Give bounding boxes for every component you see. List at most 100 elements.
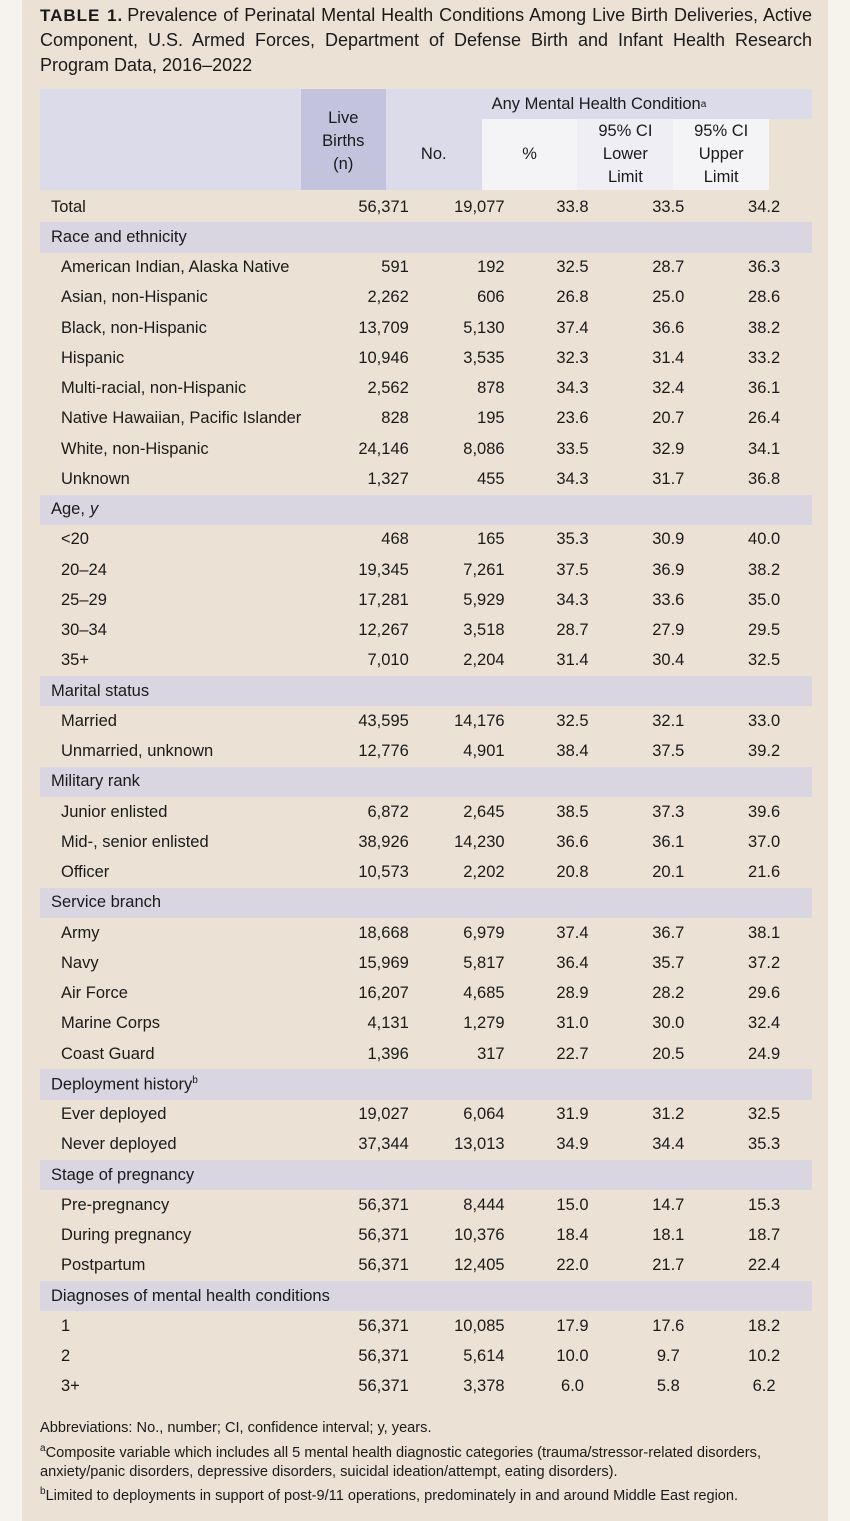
section-row: Military rank — [40, 766, 812, 797]
table-row: 20–24 19,345 7,261 37.5 36.9 38.2 — [40, 555, 812, 585]
title: TABLE 1. Prevalence of Perinatal Mental H… — [40, 3, 812, 78]
table-row: Coast Guard 1,396 317 22.7 20.5 24.9 — [40, 1039, 812, 1069]
footnote: bLimited to deployments in support of po… — [40, 1482, 830, 1506]
row-label: <20 — [61, 530, 89, 549]
header-line: % — [522, 145, 537, 163]
cell-value: 34.4 — [652, 1135, 685, 1154]
cell-value: 17,281 — [358, 590, 409, 609]
header-line: (n) — [333, 155, 354, 173]
cell-value: 10,085 — [454, 1316, 505, 1335]
row-label: Hispanic — [61, 348, 125, 367]
group-header: Any Mental Health Condition a — [385, 89, 812, 119]
cell-value: 878 — [477, 379, 505, 398]
cell-value: 16,207 — [358, 984, 409, 1003]
cell-value: 32.4 — [652, 379, 685, 398]
cell-value: 17.9 — [556, 1316, 589, 1335]
cell-value: 317 — [477, 1044, 505, 1063]
cell-value: 31.7 — [652, 469, 685, 488]
cell-value: 56,371 — [358, 1316, 409, 1335]
cell-value: 29.5 — [748, 621, 781, 640]
cell-value: 39.6 — [748, 802, 781, 821]
cell-value: 12,405 — [454, 1256, 505, 1275]
cell-value: 21.7 — [652, 1256, 685, 1275]
cell-value: 33.8 — [556, 197, 589, 216]
cell-value: 195 — [477, 409, 505, 428]
cell-value: 6,064 — [463, 1105, 505, 1124]
header-line: 95% CI — [598, 122, 653, 140]
row-label: 3+ — [61, 1377, 80, 1396]
cell-value: 43,595 — [358, 711, 409, 730]
section-label: Military rank — [40, 772, 140, 791]
table-row: White, non-Hispanic 24,146 8,086 33.5 32.9 34… — [40, 434, 812, 464]
cell-value: 14,230 — [454, 832, 505, 851]
table-label: TABLE 1. — [40, 6, 124, 25]
cell-value: 15.0 — [556, 1195, 589, 1214]
table-row: American Indian, Alaska Native 591 192 32.5… — [40, 253, 812, 283]
cell-value: 36.9 — [652, 560, 685, 579]
row-label: Pre-pregnancy — [61, 1195, 170, 1214]
section-row: Deployment historyb — [40, 1069, 812, 1100]
cell-value: 32.9 — [652, 439, 685, 458]
cell-value: 38.2 — [748, 560, 781, 579]
cell-value: 192 — [477, 258, 505, 277]
table-row: Mid-, senior enlisted 38,926 14,230 36.6 36.… — [40, 827, 812, 857]
footnote-marker: b — [40, 1486, 46, 1498]
cell-value: 34.3 — [556, 590, 589, 609]
cell-value: 19,345 — [358, 560, 409, 579]
cell-value: 9.7 — [656, 1347, 680, 1366]
cell-value: 36.6 — [556, 832, 589, 851]
cell-value: 40.0 — [748, 530, 781, 549]
cell-value: 31.9 — [556, 1105, 589, 1124]
subheaders: No.% 95% CI Lower Limit 95% CI Upper Limit — [385, 119, 812, 190]
cell-value: 32.4 — [748, 1014, 781, 1033]
cell-value: 36.1 — [652, 832, 685, 851]
section-title: Military rank — [51, 772, 140, 791]
row-label: Officer — [61, 863, 110, 882]
row-label: Army — [61, 923, 100, 942]
table-row: 3+ 56,371 3,378 6.0 5.8 6.2 — [40, 1372, 812, 1402]
cell-value: 28.7 — [652, 258, 685, 277]
section-label: Deployment historyb — [40, 1075, 198, 1095]
footnote-marker: a — [40, 1442, 46, 1454]
table-row: Air Force 16,207 4,685 28.9 28.2 29.6 — [40, 979, 812, 1009]
cell-value: 20.1 — [652, 863, 685, 882]
section-label: Race and ethnicity — [40, 228, 187, 247]
section-label: Marital status — [40, 682, 149, 701]
cell-value: 5,929 — [463, 590, 505, 609]
cell-value: 24.9 — [748, 1044, 781, 1063]
footnote: aComposite variable which includes all 5… — [40, 1439, 830, 1483]
cell-value: 18.1 — [652, 1226, 685, 1245]
row-label: Never deployed — [61, 1135, 177, 1154]
cell-value: 18,668 — [358, 923, 409, 942]
group-title: Any Mental Health Condition — [491, 94, 701, 113]
cell-value: 36.8 — [748, 469, 781, 488]
cell-value: 828 — [381, 409, 409, 428]
cell-value: 2,204 — [463, 651, 505, 670]
cell-value: 20.8 — [556, 863, 589, 882]
header-line: Limit — [703, 168, 739, 186]
cell-value: 33.5 — [652, 197, 685, 216]
row-label: White, non-Hispanic — [61, 439, 209, 458]
row-label: Marine Corps — [61, 1014, 161, 1033]
cell-value: 34.9 — [556, 1135, 589, 1154]
cell-value: 31.4 — [556, 651, 589, 670]
table-row: During pregnancy 56,371 10,376 18.4 18.1 18.7 — [40, 1221, 812, 1251]
cell-value: 22.4 — [748, 1256, 781, 1275]
cell-value: 37.0 — [748, 832, 781, 851]
header-line: Births — [322, 132, 365, 150]
cell-value: 1,327 — [367, 469, 409, 488]
table-row: Army 18,668 6,979 37.4 36.7 38.1 — [40, 918, 812, 948]
table-row: 30–34 12,267 3,518 28.7 27.9 29.5 — [40, 616, 812, 646]
cell-value: 34.1 — [748, 439, 781, 458]
cell-value: 31.0 — [556, 1014, 589, 1033]
cell-value: 25.0 — [652, 288, 685, 307]
cell-value: 2,562 — [367, 379, 409, 398]
cell-value: 32.5 — [748, 1105, 781, 1124]
cell-value: 33.2 — [748, 348, 781, 367]
cell-value: 28.7 — [556, 621, 589, 640]
table-row: 25–29 17,281 5,929 34.3 33.6 35.0 — [40, 585, 812, 615]
cell-value: 5,817 — [463, 953, 505, 972]
section-title: Marital status — [51, 681, 150, 700]
row-label: Air Force — [61, 984, 128, 1003]
table-row: Hispanic 10,946 3,535 32.3 31.4 33.2 — [40, 343, 812, 373]
